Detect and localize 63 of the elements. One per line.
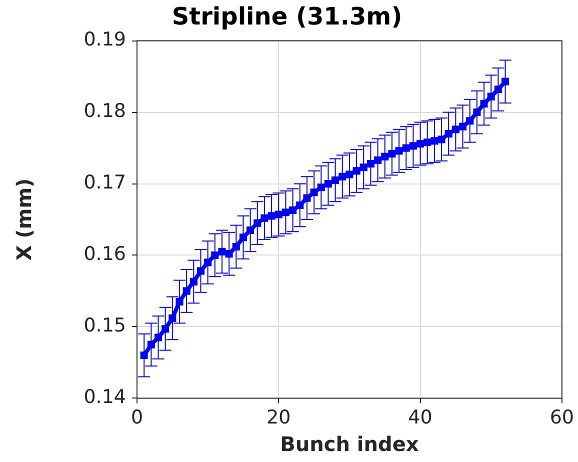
point xyxy=(402,144,410,152)
point xyxy=(254,219,262,227)
point xyxy=(274,210,282,218)
point xyxy=(430,137,438,145)
point xyxy=(360,164,368,172)
point xyxy=(381,152,389,160)
point xyxy=(282,208,290,216)
point xyxy=(211,251,219,260)
point xyxy=(289,206,297,214)
point xyxy=(366,160,374,168)
y-tick-label: 0.19 xyxy=(84,28,126,51)
point xyxy=(246,226,254,234)
y-tick-label: 0.15 xyxy=(84,314,126,337)
point xyxy=(452,126,460,134)
point xyxy=(459,122,467,130)
point xyxy=(395,147,403,155)
point xyxy=(332,176,340,184)
y-tick-label: 0.14 xyxy=(84,386,126,408)
x-tick-label: 20 xyxy=(266,406,291,429)
point xyxy=(487,92,495,100)
point xyxy=(416,140,424,148)
y-tick-label: 0.16 xyxy=(84,243,126,266)
point xyxy=(352,167,360,175)
point xyxy=(388,150,396,158)
x-axis-title: Bunch index xyxy=(280,432,419,456)
point xyxy=(501,78,510,86)
x-tick-label: 0 xyxy=(130,406,144,429)
point xyxy=(239,234,247,242)
point xyxy=(338,172,346,180)
y-tick-label: 0.17 xyxy=(84,172,126,194)
point xyxy=(444,130,452,138)
y-axis-title: X (mm) xyxy=(12,178,36,261)
point xyxy=(310,188,318,196)
point xyxy=(268,212,276,220)
point xyxy=(182,287,190,295)
point xyxy=(424,138,432,146)
x-tick-label: 60 xyxy=(550,406,574,429)
point xyxy=(225,250,233,258)
point xyxy=(260,214,268,222)
point xyxy=(466,117,474,125)
point xyxy=(154,334,162,342)
chart-title: Stripline (31.3m) xyxy=(172,2,402,31)
point xyxy=(218,248,226,256)
point xyxy=(196,267,205,275)
point xyxy=(232,242,240,250)
point xyxy=(494,86,502,94)
point xyxy=(346,170,354,178)
point xyxy=(480,100,488,108)
point xyxy=(190,278,198,286)
x-tick-label: 40 xyxy=(408,406,432,429)
point xyxy=(176,298,184,306)
point xyxy=(374,156,382,164)
point xyxy=(303,194,311,202)
point xyxy=(317,184,325,192)
point xyxy=(296,201,304,209)
point xyxy=(473,108,481,116)
point xyxy=(204,258,212,266)
point xyxy=(324,180,332,188)
y-tick-label: 0.18 xyxy=(84,100,126,122)
point xyxy=(409,142,417,150)
point xyxy=(162,325,170,333)
point xyxy=(438,136,446,144)
point xyxy=(168,314,176,322)
